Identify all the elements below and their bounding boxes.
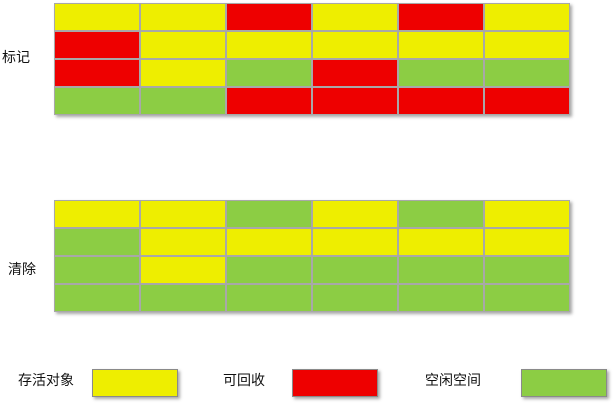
legend-free-label: 空闲空间 — [425, 373, 481, 389]
mark-cell-live — [312, 31, 398, 59]
legend-free-swatch — [521, 369, 607, 397]
mark-cell-live — [484, 3, 570, 31]
mark-cell-reclaimable — [312, 87, 398, 115]
mark-cell-free — [54, 87, 140, 115]
mark-cell-live — [140, 3, 226, 31]
sweep-cell-live — [484, 200, 570, 228]
sweep-cell-free — [226, 256, 312, 284]
mark-cell-live — [398, 31, 484, 59]
sweep-cell-live — [398, 228, 484, 256]
sweep-memory-grid — [54, 200, 570, 312]
sweep-cell-free — [398, 200, 484, 228]
sweep-cell-live — [140, 228, 226, 256]
mark-cell-live — [140, 31, 226, 59]
legend-reclaimable-swatch — [292, 369, 378, 397]
mark-cell-free — [226, 59, 312, 87]
legend-reclaimable-label: 可回收 — [223, 373, 265, 389]
sweep-cell-free — [140, 284, 226, 312]
mark-cell-reclaimable — [484, 87, 570, 115]
sweep-cell-free — [484, 284, 570, 312]
mark-cell-free — [140, 87, 226, 115]
sweep-cell-free — [312, 256, 398, 284]
sweep-cell-live — [312, 228, 398, 256]
sweep-cell-live — [484, 228, 570, 256]
mark-cell-reclaimable — [54, 59, 140, 87]
mark-cell-reclaimable — [226, 87, 312, 115]
mark-cell-reclaimable — [398, 87, 484, 115]
sweep-cell-live — [140, 200, 226, 228]
mark-cell-live — [140, 59, 226, 87]
sweep-section-label: 清除 — [8, 262, 36, 278]
mark-cell-reclaimable — [226, 3, 312, 31]
legend-live-swatch — [92, 369, 178, 397]
sweep-cell-free — [484, 256, 570, 284]
sweep-cell-free — [398, 284, 484, 312]
mark-cell-reclaimable — [54, 31, 140, 59]
mark-cell-live — [312, 3, 398, 31]
mark-cell-live — [54, 3, 140, 31]
sweep-cell-free — [398, 256, 484, 284]
sweep-cell-free — [226, 200, 312, 228]
sweep-cell-live — [140, 256, 226, 284]
sweep-cell-free — [54, 256, 140, 284]
mark-memory-grid — [54, 3, 570, 115]
mark-cell-reclaimable — [398, 3, 484, 31]
mark-cell-free — [398, 59, 484, 87]
legend-live-label: 存活对象 — [18, 373, 74, 389]
mark-section-label: 标记 — [2, 50, 30, 66]
mark-cell-live — [226, 31, 312, 59]
sweep-cell-free — [54, 228, 140, 256]
sweep-cell-free — [226, 284, 312, 312]
mark-cell-live — [484, 31, 570, 59]
sweep-cell-free — [54, 284, 140, 312]
sweep-cell-live — [54, 200, 140, 228]
mark-cell-reclaimable — [312, 59, 398, 87]
sweep-cell-live — [226, 228, 312, 256]
sweep-cell-free — [312, 284, 398, 312]
sweep-cell-live — [312, 200, 398, 228]
mark-cell-free — [484, 59, 570, 87]
